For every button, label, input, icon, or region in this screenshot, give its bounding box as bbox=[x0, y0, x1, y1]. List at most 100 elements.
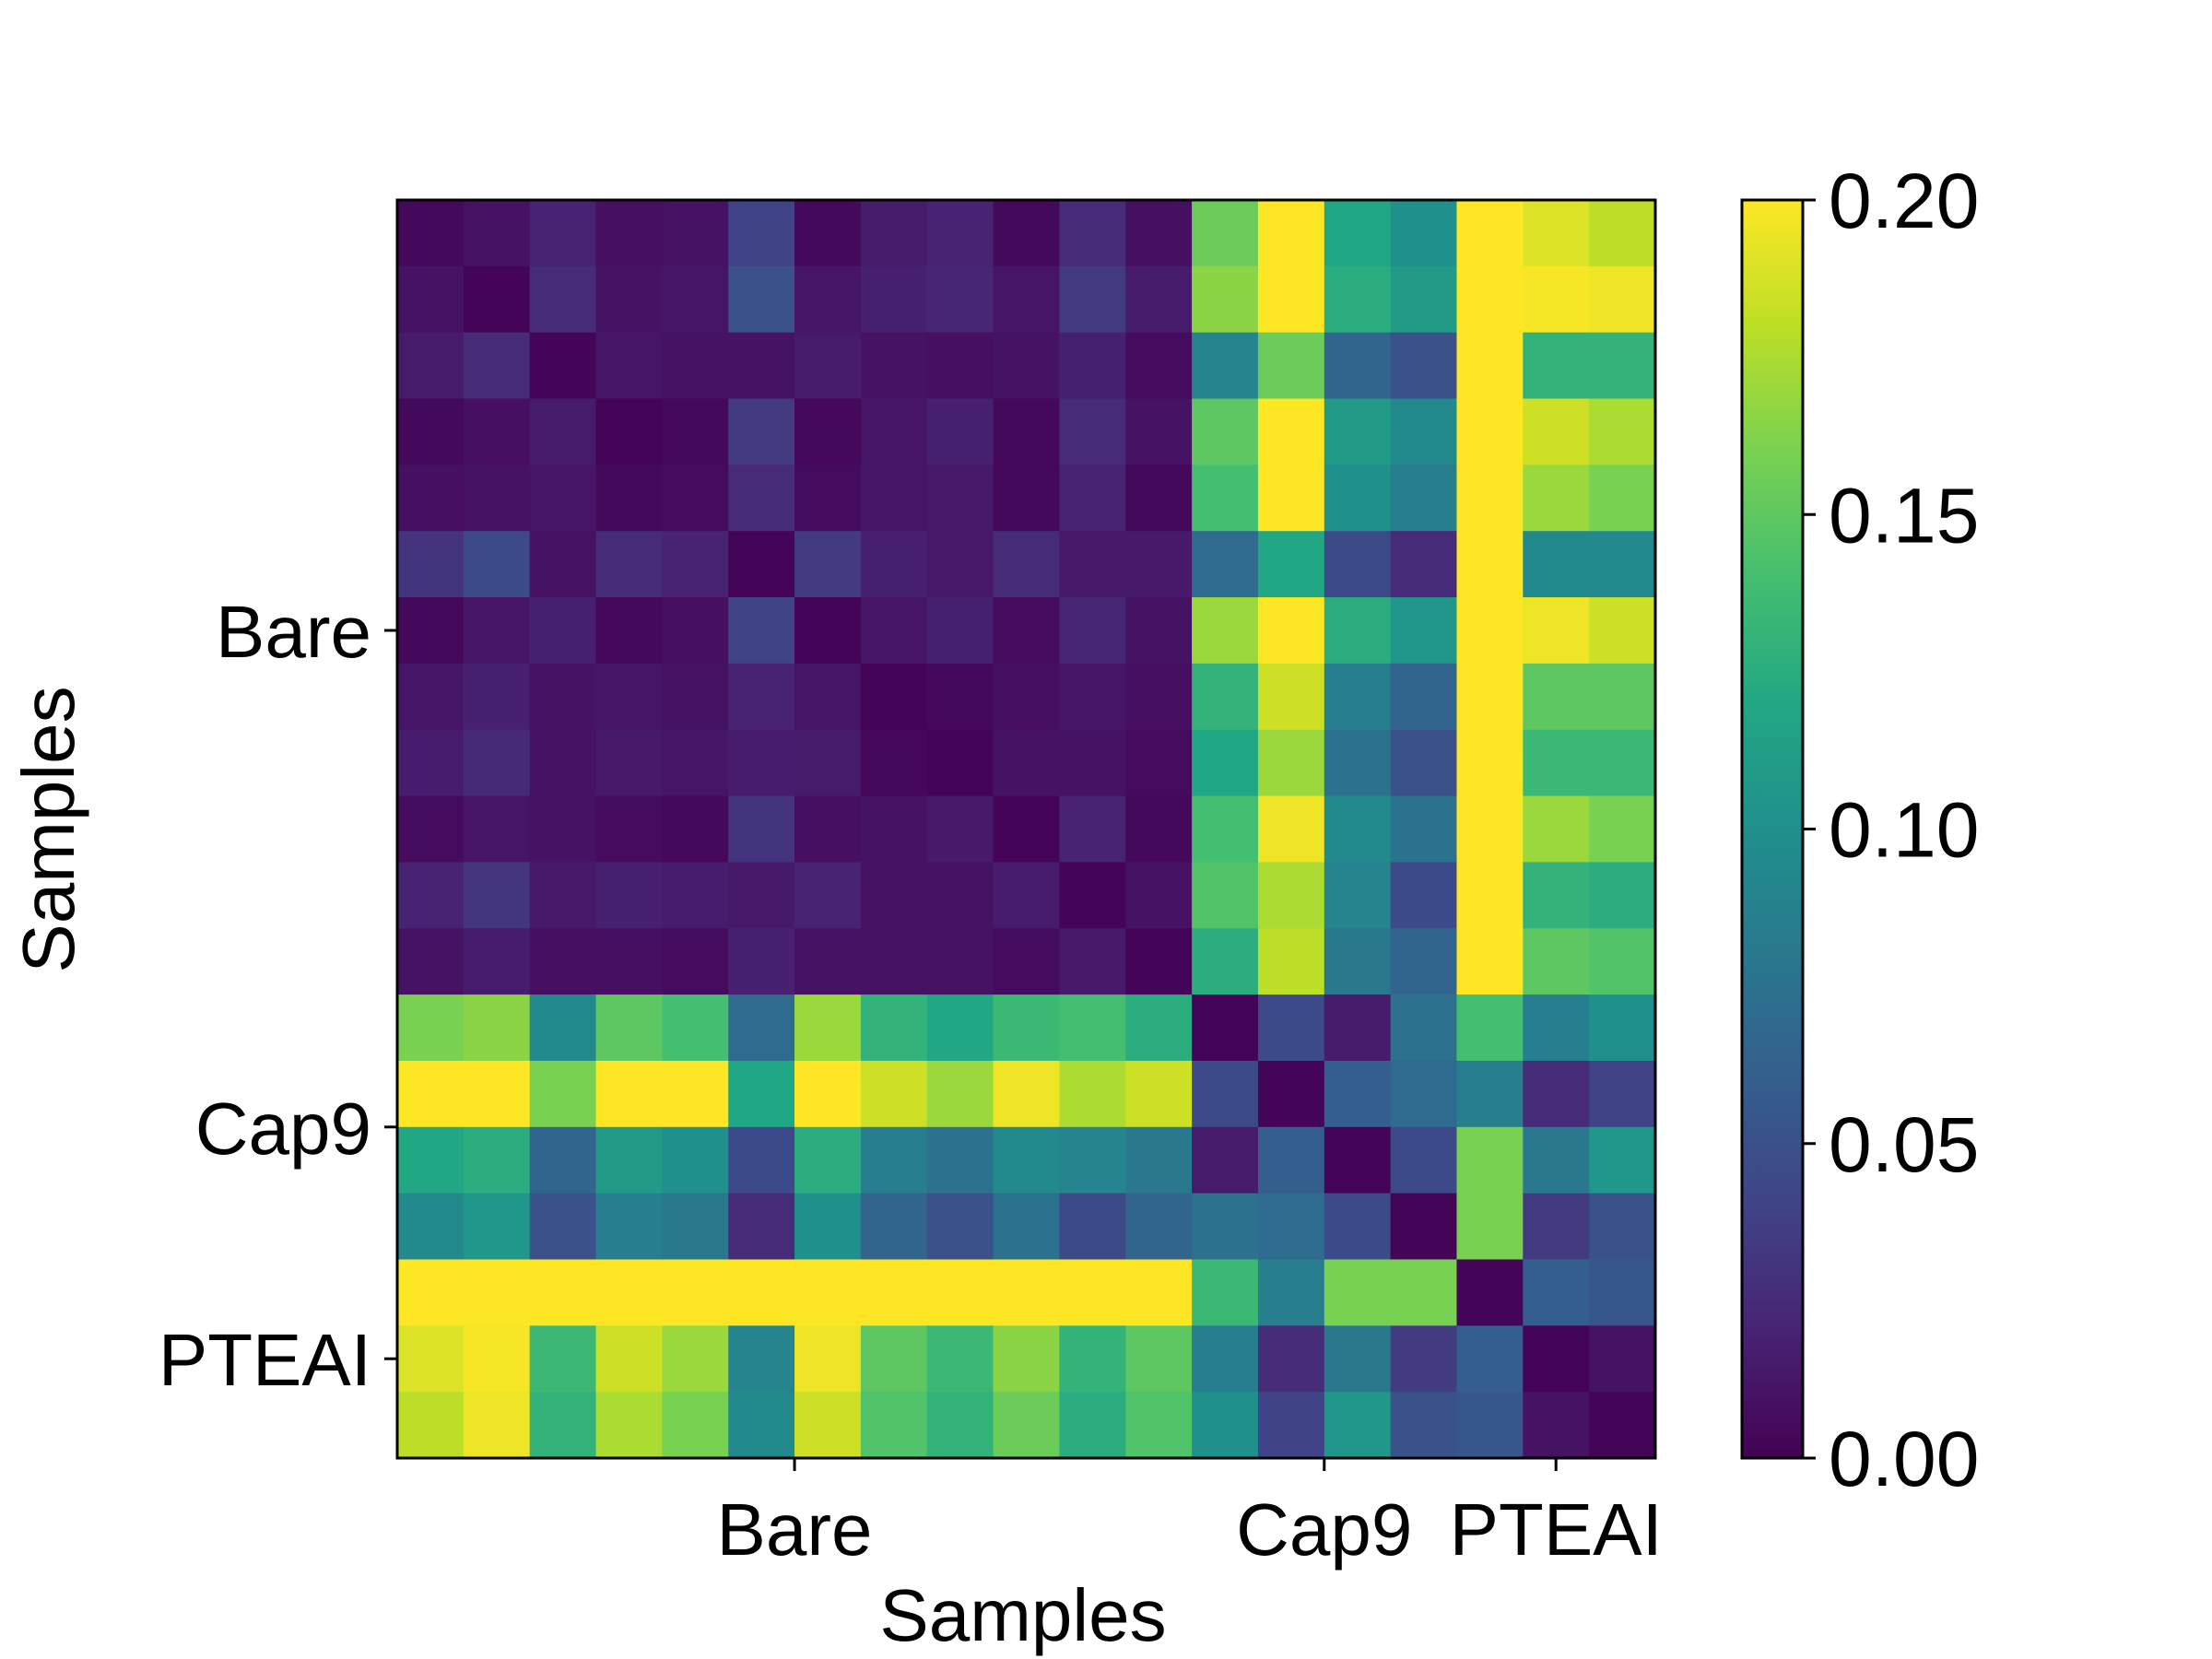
heatmap-cell bbox=[1125, 928, 1193, 995]
heatmap-cell bbox=[728, 1325, 795, 1393]
heatmap-cell bbox=[1125, 1392, 1193, 1459]
heatmap-cell bbox=[529, 928, 597, 995]
heatmap-cell bbox=[728, 398, 795, 465]
heatmap-cell bbox=[993, 531, 1061, 598]
heatmap-cell bbox=[1257, 597, 1325, 665]
heatmap-cell bbox=[595, 265, 663, 334]
heatmap-cell bbox=[1324, 398, 1392, 465]
heatmap-cell bbox=[662, 994, 729, 1062]
heatmap-cell bbox=[463, 1126, 531, 1194]
x-axis-ticks: Bare Cap9 PTEAI bbox=[717, 1458, 1663, 1571]
heatmap-cell bbox=[1059, 994, 1126, 1062]
heatmap-cell bbox=[728, 1193, 795, 1261]
heatmap-cell bbox=[1192, 928, 1259, 995]
heatmap-cell bbox=[993, 1325, 1061, 1393]
heatmap-cell bbox=[1257, 663, 1325, 731]
heatmap-cell bbox=[397, 795, 465, 864]
heatmap-cell bbox=[728, 1126, 795, 1194]
heatmap-cell bbox=[794, 1126, 862, 1194]
heatmap-cell bbox=[794, 332, 862, 400]
heatmap-cell bbox=[1523, 1126, 1590, 1194]
heatmap-cell bbox=[529, 597, 597, 665]
heatmap-cell bbox=[1125, 1126, 1193, 1194]
heatmap-cell bbox=[1125, 200, 1193, 267]
heatmap-cell bbox=[397, 1325, 465, 1393]
heatmap-cell bbox=[1589, 597, 1656, 665]
heatmap-cell bbox=[1257, 1392, 1325, 1459]
heatmap-cell bbox=[1192, 597, 1259, 665]
heatmap-cell bbox=[529, 1259, 597, 1326]
heatmap-cell bbox=[463, 795, 531, 864]
heatmap-cell bbox=[1059, 200, 1126, 267]
heatmap-cell bbox=[1456, 1126, 1524, 1194]
heatmap-cell bbox=[1523, 994, 1590, 1062]
heatmap-cell bbox=[794, 663, 862, 731]
heatmap-cell bbox=[1192, 200, 1259, 267]
heatmap-cell bbox=[1192, 398, 1259, 465]
heatmap-cell bbox=[1324, 465, 1392, 532]
heatmap-cell bbox=[1390, 531, 1458, 598]
heatmap-cell bbox=[463, 597, 531, 665]
heatmap-cell bbox=[1523, 332, 1590, 400]
heatmap-cell bbox=[926, 928, 994, 995]
heatmap-cell bbox=[662, 1392, 729, 1459]
heatmap-cell bbox=[397, 1126, 465, 1194]
heatmap-cell bbox=[860, 729, 928, 797]
heatmap-cell bbox=[728, 465, 795, 532]
heatmap-cell bbox=[1257, 1126, 1325, 1194]
heatmap-cell bbox=[926, 663, 994, 731]
heatmap-cell bbox=[1324, 1325, 1392, 1393]
heatmap-cell bbox=[397, 663, 465, 731]
heatmap-cell bbox=[397, 465, 465, 532]
x-tick-label: Bare bbox=[717, 1488, 873, 1571]
heatmap-cell bbox=[1059, 332, 1126, 400]
heatmap-cell bbox=[993, 200, 1061, 267]
heatmap-cell bbox=[1589, 465, 1656, 532]
heatmap-cell bbox=[1059, 465, 1126, 532]
heatmap-cell bbox=[1589, 398, 1656, 465]
heatmap-cell bbox=[993, 862, 1061, 929]
heatmap-cell bbox=[397, 729, 465, 797]
heatmap-cell bbox=[1523, 465, 1590, 532]
heatmap-cell bbox=[529, 994, 597, 1062]
heatmap-cell bbox=[1523, 265, 1590, 334]
heatmap-cell bbox=[662, 597, 729, 665]
colorbar: 0.00 0.05 0.10 0.15 0.20 bbox=[1740, 158, 1980, 1502]
heatmap-cell bbox=[1125, 332, 1193, 400]
heatmap-cell bbox=[595, 1126, 663, 1194]
heatmap-cell bbox=[1125, 663, 1193, 731]
heatmap-cell bbox=[397, 531, 465, 598]
heatmap-cell bbox=[595, 1325, 663, 1393]
colorbar-tick-label: 0.05 bbox=[1829, 1101, 1980, 1188]
heatmap-cell bbox=[595, 795, 663, 864]
heatmap-cell bbox=[529, 200, 597, 267]
heatmap-cell bbox=[860, 928, 928, 995]
heatmap-cell bbox=[860, 663, 928, 731]
heatmap-cell bbox=[1059, 1060, 1126, 1128]
heatmap-cell bbox=[595, 1060, 663, 1128]
heatmap-cell bbox=[860, 465, 928, 532]
heatmap-cell bbox=[1523, 531, 1590, 598]
heatmap-cell bbox=[1192, 795, 1259, 864]
heatmap-cell bbox=[1523, 1193, 1590, 1261]
heatmap-cell bbox=[1192, 332, 1259, 400]
heatmap-cell bbox=[1125, 1259, 1193, 1326]
heatmap-cell bbox=[662, 1325, 729, 1393]
heatmap-cell bbox=[794, 994, 862, 1062]
heatmap-cell bbox=[1456, 795, 1524, 864]
heatmap-cell bbox=[1589, 200, 1656, 267]
heatmap-cell bbox=[794, 928, 862, 995]
heatmap-cell bbox=[926, 1193, 994, 1261]
heatmap-cell bbox=[1059, 795, 1126, 864]
heatmap-cell bbox=[926, 1325, 994, 1393]
heatmap-cell bbox=[926, 795, 994, 864]
heatmap-cell bbox=[1324, 1392, 1392, 1459]
colorbar-tick-label: 0.20 bbox=[1829, 158, 1980, 244]
heatmap-cell bbox=[1523, 862, 1590, 929]
heatmap-cell bbox=[529, 465, 597, 532]
heatmap-cell bbox=[1324, 1060, 1392, 1128]
heatmap-cell bbox=[993, 994, 1061, 1062]
heatmap-cell bbox=[1390, 795, 1458, 864]
heatmap-cell bbox=[397, 398, 465, 465]
